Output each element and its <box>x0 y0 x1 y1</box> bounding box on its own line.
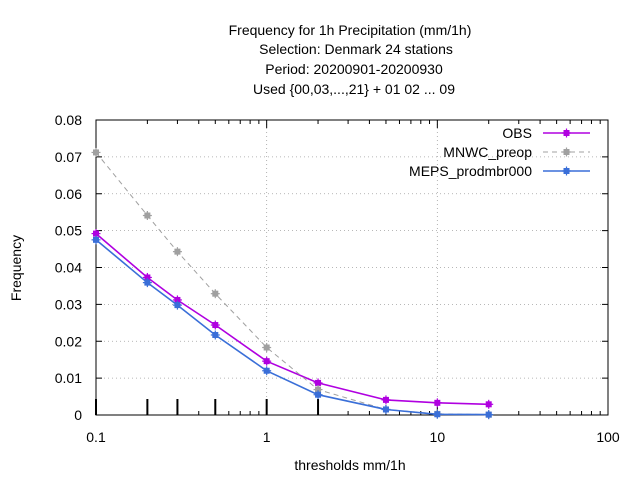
y-tick-label: 0.03 <box>55 296 82 312</box>
x-axis-ticks: 0.1 1 10 100 <box>86 120 620 445</box>
y-tick-label: 0.05 <box>55 223 82 239</box>
legend: OBS MNWC_preop MEPS_prodmbr000 <box>409 125 590 179</box>
x-tick-label: 10 <box>430 429 446 445</box>
legend-label: MEPS_prodmbr000 <box>409 163 532 179</box>
y-tick-label: 0.07 <box>55 149 82 165</box>
y-axis-label: Frequency <box>8 235 24 301</box>
y-tick-label: 0.04 <box>55 260 82 276</box>
x-axis-label: thresholds mm/1h <box>294 457 405 473</box>
title-line-4: Used {00,03,...,21} + 01 02 ... 09 <box>253 81 455 97</box>
title-line-2: Selection: Denmark 24 stations <box>259 41 453 57</box>
series-line <box>95 239 489 416</box>
grid <box>96 120 608 415</box>
chart-title: Frequency for 1h Precipitation (mm/1h) S… <box>229 22 472 97</box>
title-line-3: Period: 20200901-20200930 <box>265 61 443 77</box>
y-axis-ticks: 0 0.01 0.02 0.03 0.04 0.05 0.06 0.07 0.08 <box>55 112 608 423</box>
y-tick-label: 0.08 <box>55 112 82 128</box>
threshold-markers <box>95 399 320 415</box>
series-meps-prodmbr000 <box>91 235 494 420</box>
x-tick-label: 1 <box>263 429 271 445</box>
series-line <box>95 232 489 406</box>
y-tick-label: 0.01 <box>55 370 82 386</box>
series-obs <box>91 229 494 409</box>
y-tick-label: 0.02 <box>55 333 82 349</box>
legend-label: OBS <box>502 125 532 141</box>
legend-label: MNWC_preop <box>443 144 532 160</box>
y-tick-label: 0.06 <box>55 186 82 202</box>
title-line-1: Frequency for 1h Precipitation (mm/1h) <box>229 22 472 38</box>
data-series <box>91 147 494 420</box>
x-tick-label: 100 <box>596 429 620 445</box>
x-tick-label: 0.1 <box>86 429 106 445</box>
y-tick-label: 0 <box>74 407 82 423</box>
